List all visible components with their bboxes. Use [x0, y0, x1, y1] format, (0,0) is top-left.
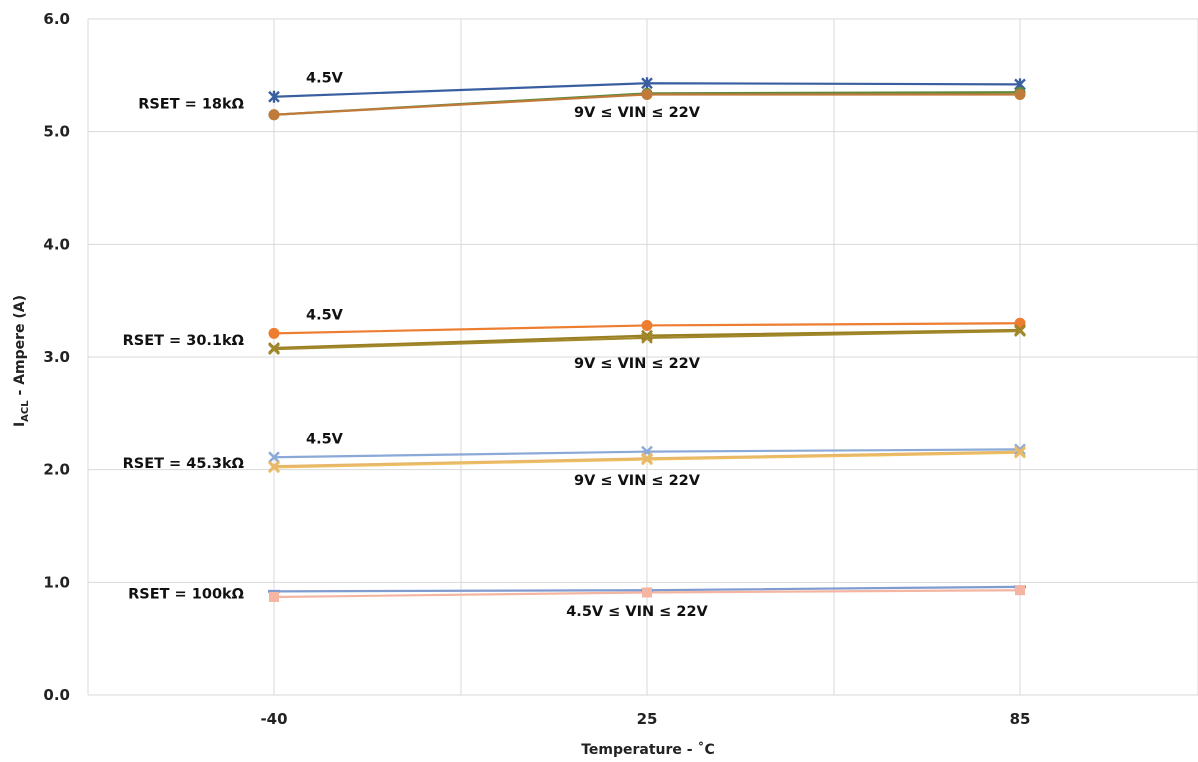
data-point	[641, 88, 653, 100]
y-tick-label: 2.0	[43, 461, 70, 479]
data-point	[268, 327, 280, 339]
y-axis-title-main: I	[12, 422, 28, 427]
chart-annotation: RSET = 100kΩ	[128, 587, 244, 603]
x-tick-label: 85	[1010, 710, 1031, 728]
data-point	[269, 591, 279, 602]
y-axis-title: IACL - Ampere (A)	[12, 295, 31, 427]
data-point	[268, 343, 280, 355]
series-markers	[268, 77, 1026, 602]
y-tick-label: 6.0	[43, 10, 70, 28]
data-point	[1015, 585, 1025, 596]
chart-annotation: 4.5V	[306, 307, 344, 323]
chart-annotation: 9V ≤ VIN ≤ 22V	[574, 356, 701, 372]
y-tick-label: 3.0	[43, 348, 70, 366]
x-axis-title: Temperature - ˚C	[581, 741, 715, 758]
data-point	[268, 451, 280, 464]
x-tick-label: -40	[260, 710, 287, 728]
y-axis-title-subscript: ACL	[20, 400, 31, 422]
data-point	[1014, 443, 1026, 456]
data-point	[268, 460, 280, 473]
y-tick-label: 4.0	[43, 235, 70, 253]
annotations: 4.5V RSET = 18kΩ 9V ≤ VIN ≤ 22V 4.5V RSET = …	[123, 71, 709, 620]
data-point	[641, 77, 653, 90]
x-tick-label: 25	[637, 710, 658, 728]
y-axis-title-rest: - Ampere (A)	[12, 295, 28, 400]
chart-annotation: RSET = 18kΩ	[138, 97, 244, 113]
data-point	[268, 109, 280, 121]
data-point	[641, 329, 653, 342]
y-tick-label: 0.0	[43, 686, 70, 704]
data-point	[268, 90, 280, 103]
chart-annotation: 4.5V	[306, 431, 344, 447]
x-axis-ticks: -40 25 85	[260, 710, 1030, 728]
chart-annotation: RSET = 45.3kΩ	[123, 456, 244, 472]
y-tick-label: 1.0	[43, 573, 70, 591]
chart-annotation: RSET = 30.1kΩ	[123, 333, 244, 349]
data-point	[1014, 325, 1026, 337]
data-point	[642, 587, 652, 598]
data-point	[641, 319, 653, 331]
data-point	[641, 331, 653, 344]
data-point	[1014, 88, 1026, 100]
data-point	[641, 452, 653, 465]
y-axis-ticks: 0.0 1.0 2.0 3.0 4.0 5.0 6.0	[43, 10, 70, 704]
chart-annotation: 4.5V	[306, 71, 344, 87]
data-point	[1014, 317, 1026, 329]
chart-annotation: 9V ≤ VIN ≤ 22V	[574, 105, 701, 121]
chart-annotation: 4.5V ≤ VIN ≤ 22V	[566, 604, 708, 620]
y-tick-label: 5.0	[43, 123, 70, 141]
data-point	[1014, 445, 1026, 458]
chart-annotation: 9V ≤ VIN ≤ 22V	[574, 473, 701, 489]
